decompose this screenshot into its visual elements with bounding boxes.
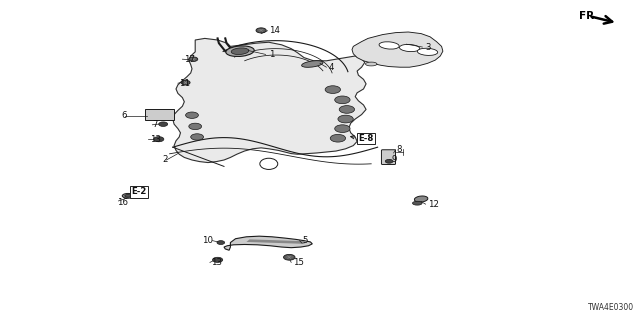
Text: 4: 4 (329, 63, 335, 72)
Circle shape (325, 86, 340, 93)
Circle shape (189, 123, 202, 130)
Text: 16: 16 (117, 198, 128, 207)
Circle shape (191, 134, 204, 140)
Text: E-8: E-8 (358, 134, 374, 143)
Text: 13: 13 (150, 135, 161, 144)
Polygon shape (173, 38, 366, 163)
Polygon shape (352, 32, 443, 67)
Polygon shape (246, 239, 307, 244)
Text: 17: 17 (184, 55, 195, 64)
Text: 10: 10 (202, 236, 213, 245)
Text: TWA4E0300: TWA4E0300 (588, 303, 634, 312)
Text: 6: 6 (122, 111, 127, 120)
Text: 7: 7 (152, 120, 158, 129)
Text: 5: 5 (302, 236, 308, 245)
Circle shape (159, 122, 168, 126)
Ellipse shape (301, 61, 323, 67)
FancyBboxPatch shape (381, 150, 396, 164)
Circle shape (330, 134, 346, 142)
Text: 14: 14 (269, 26, 280, 35)
Circle shape (335, 96, 350, 104)
Text: 8: 8 (397, 145, 403, 154)
Ellipse shape (414, 196, 428, 202)
Ellipse shape (379, 42, 399, 49)
Text: 15: 15 (293, 258, 304, 267)
Ellipse shape (125, 195, 131, 197)
Text: 1: 1 (269, 50, 275, 59)
Circle shape (256, 28, 266, 33)
Text: 11: 11 (179, 79, 190, 88)
Ellipse shape (122, 193, 134, 198)
FancyBboxPatch shape (145, 109, 174, 120)
Circle shape (335, 125, 350, 132)
Circle shape (154, 137, 164, 142)
Text: 3: 3 (426, 43, 431, 52)
Ellipse shape (399, 44, 420, 52)
Text: 13: 13 (211, 258, 222, 267)
Text: E-2: E-2 (131, 188, 147, 196)
Polygon shape (224, 236, 312, 250)
Ellipse shape (260, 158, 278, 170)
Circle shape (181, 80, 190, 85)
Circle shape (212, 257, 223, 262)
Circle shape (186, 112, 198, 118)
Text: 12: 12 (428, 200, 438, 209)
Text: 9: 9 (392, 155, 397, 164)
Circle shape (217, 241, 225, 244)
Ellipse shape (417, 48, 438, 55)
Ellipse shape (226, 46, 254, 57)
Circle shape (189, 57, 198, 61)
Text: 2: 2 (162, 156, 168, 164)
Circle shape (284, 254, 295, 260)
Circle shape (338, 115, 353, 123)
Ellipse shape (365, 62, 377, 66)
Text: FR.: FR. (579, 11, 598, 21)
Ellipse shape (231, 48, 249, 54)
Circle shape (339, 106, 355, 113)
Circle shape (385, 159, 393, 163)
Ellipse shape (413, 201, 422, 205)
